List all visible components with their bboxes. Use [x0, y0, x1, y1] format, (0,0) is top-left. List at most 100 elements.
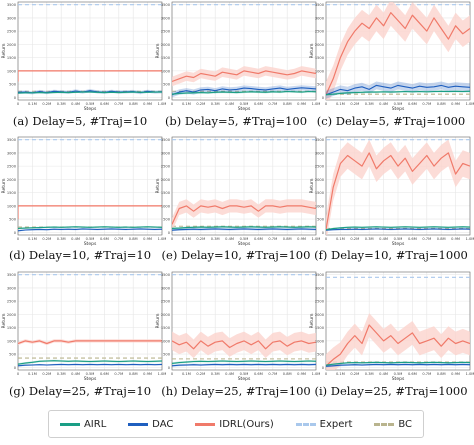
airl-line — [326, 226, 470, 231]
x-tick-label: 0.9M — [451, 102, 460, 106]
x-tick-label: 0.7M — [114, 372, 123, 376]
dac-line — [172, 363, 316, 367]
x-tick-label: 0.4M — [379, 372, 388, 376]
x-tick-label: 1.0M — [466, 237, 474, 241]
y-tick-label: 3000 — [7, 286, 17, 290]
y-tick-label: 3500 — [161, 273, 171, 277]
x-tick-label: 0.3M — [211, 237, 220, 241]
y-tick-label: 0 — [322, 96, 325, 100]
x-tick-label: 0.1M — [336, 372, 345, 376]
x-tick-label: 0.2M — [350, 237, 359, 241]
y-tick-label: 2000 — [7, 313, 17, 317]
y-tick-label: 1500 — [161, 56, 171, 60]
x-axis-label: Steps — [238, 376, 251, 382]
y-tick-label: 2000 — [315, 178, 325, 182]
series-layer — [18, 139, 162, 232]
x-tick-label: 0 — [17, 237, 20, 241]
plot-frame — [325, 271, 471, 371]
y-tick-label: 500 — [317, 83, 325, 87]
x-tick-label: 0.6M — [254, 102, 263, 106]
x-tick-label: 0.4M — [379, 102, 388, 106]
idrl-line — [326, 12, 470, 95]
y-tick-label: 2500 — [315, 165, 325, 169]
plot-frame — [17, 271, 163, 371]
x-tick-label: 0.4M — [225, 372, 234, 376]
x-tick-label: 0.2M — [196, 372, 205, 376]
x-tick-label: 0.9M — [143, 372, 152, 376]
x-tick-label: 0 — [325, 372, 328, 376]
x-tick-label: 0.3M — [365, 237, 374, 241]
y-tick-label: 3500 — [315, 138, 325, 142]
x-tick-label: 0.4M — [379, 237, 388, 241]
y-tick-label: 1000 — [315, 69, 325, 73]
x-tick-label: 0.7M — [114, 102, 123, 106]
plot-frame — [17, 136, 163, 236]
y-tick-label: 3000 — [315, 286, 325, 290]
legend-item-dac: DAC — [128, 419, 173, 430]
legend-swatch — [59, 422, 80, 426]
x-tick-label: 0.8M — [283, 372, 292, 376]
x-tick-label: 0.9M — [297, 237, 306, 241]
series-layer — [326, 2, 470, 100]
legend-item-bc: BC — [374, 419, 412, 430]
x-tick-label: 0.7M — [114, 237, 123, 241]
x-tick-label: 1.0M — [312, 372, 321, 376]
x-tick-label: 0.1M — [28, 102, 37, 106]
y-axis-label: Return — [155, 313, 161, 328]
y-tick-label: 1000 — [315, 339, 325, 343]
legend-label: AIRL — [83, 418, 107, 430]
idrl-band — [172, 66, 316, 87]
y-tick-label: 500 — [9, 83, 17, 87]
y-tick-label: 0 — [168, 96, 171, 100]
y-tick-label: 3000 — [161, 151, 171, 155]
x-axis-label: Steps — [392, 106, 405, 112]
y-tick-label: 1000 — [161, 339, 171, 343]
x-tick-label: 0.6M — [100, 102, 109, 106]
series-layer — [172, 4, 316, 98]
y-tick-label: 1000 — [161, 69, 171, 73]
y-tick-label: 500 — [163, 218, 171, 222]
subplot-caption: (g) Delay=25, #Traj=10 — [9, 384, 151, 398]
dac-band — [326, 81, 470, 99]
plot-frame — [325, 136, 471, 236]
y-tick-label: 0 — [168, 231, 171, 235]
x-tick-label: 0.6M — [254, 372, 263, 376]
y-tick-label: 0 — [322, 231, 325, 235]
dac-line — [326, 228, 470, 231]
y-tick-label: 3000 — [7, 151, 17, 155]
y-axis-label: Return — [309, 43, 315, 58]
x-tick-label: 0.5M — [394, 372, 403, 376]
legend-item-expert: Expert — [295, 419, 352, 430]
x-tick-label: 0.4M — [225, 102, 234, 106]
legend-item-airl: AIRL — [59, 418, 107, 430]
x-tick-label: 0 — [325, 102, 328, 106]
x-tick-label: 0.5M — [394, 102, 403, 106]
plot-frame — [171, 136, 317, 236]
y-tick-label: 3000 — [315, 16, 325, 20]
idrl-line — [18, 70, 162, 82]
x-tick-label: 0.2M — [42, 102, 51, 106]
idrl-line — [326, 152, 470, 230]
y-tick-label: 500 — [9, 218, 17, 222]
y-tick-label: 1000 — [161, 204, 171, 208]
idrl-band — [326, 139, 470, 235]
legend-label: IDRL(Ours) — [219, 418, 274, 430]
x-tick-label: 0 — [171, 102, 174, 106]
x-axis-label: Steps — [238, 241, 251, 247]
dac-line — [172, 228, 316, 231]
idrl-line — [18, 340, 162, 345]
y-tick-label: 500 — [163, 83, 171, 87]
y-tick-label: 3500 — [7, 138, 17, 142]
x-tick-label: 0.6M — [254, 237, 263, 241]
subplot-caption: (a) Delay=5, #Traj=10 — [13, 114, 147, 128]
y-tick-label: 2000 — [7, 178, 17, 182]
y-axis-label: Return — [309, 178, 315, 193]
idrl-line — [326, 324, 470, 367]
series-layer — [326, 276, 470, 370]
x-tick-label: 0.1M — [182, 372, 191, 376]
y-tick-label: 3000 — [161, 286, 171, 290]
y-axis-label: Return — [155, 178, 161, 193]
y-tick-label: 2000 — [7, 43, 17, 47]
x-tick-label: 0.2M — [196, 102, 205, 106]
